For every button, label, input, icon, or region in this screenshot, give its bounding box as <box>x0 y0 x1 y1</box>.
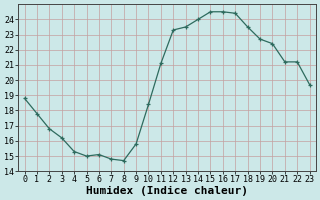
X-axis label: Humidex (Indice chaleur): Humidex (Indice chaleur) <box>86 186 248 196</box>
